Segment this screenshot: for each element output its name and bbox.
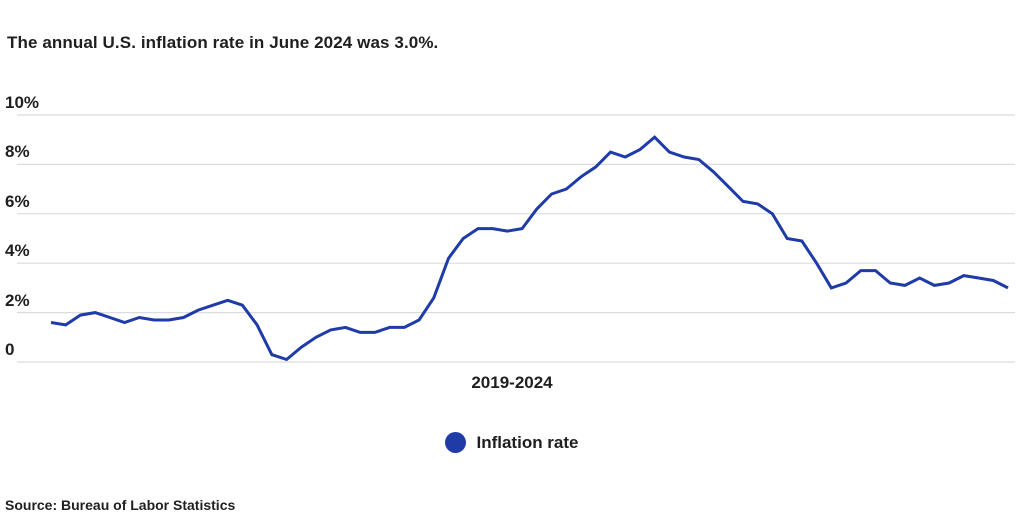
x-axis-label: 2019-2024 [471,373,553,392]
legend: Inflation rate [0,432,1024,453]
y-tick-label: 6% [5,191,30,211]
chart-title: The annual U.S. inflation rate in June 2… [7,33,439,52]
source-attribution: Source: Bureau of Labor Statistics [5,497,236,513]
legend-label: Inflation rate [476,432,579,452]
y-tick-label: 10% [5,93,40,112]
y-tick-label: 0 [5,340,15,359]
y-tick-label: 8% [5,142,30,162]
inflation-rate-line [50,135,1009,362]
y-tick-label: 2% [5,290,30,310]
legend-circle-icon [445,432,467,453]
y-tick-label: 4% [5,241,30,261]
